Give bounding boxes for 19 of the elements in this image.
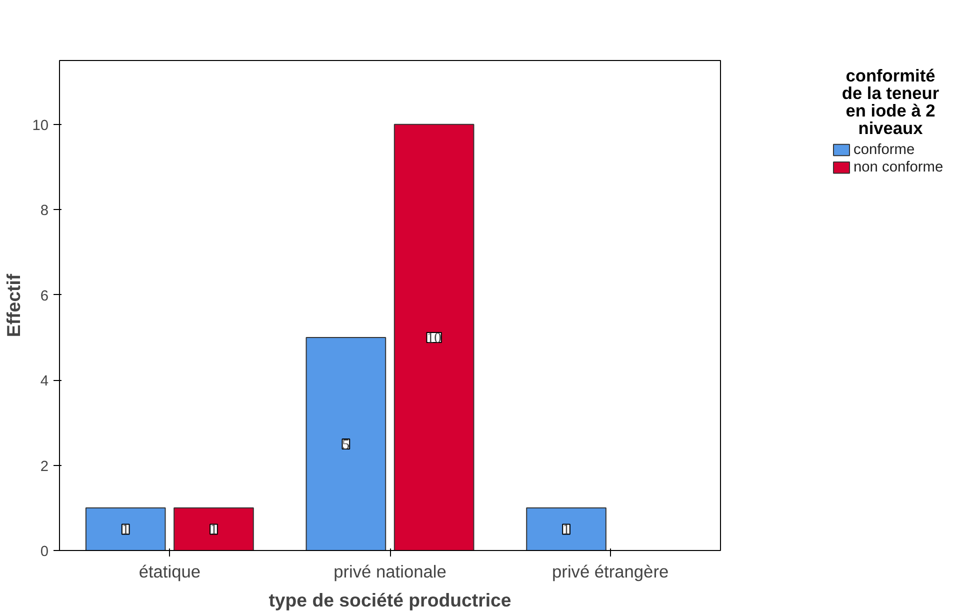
y-tick-label: 0 — [40, 544, 49, 560]
legend-title: conformité de la teneur en iode à 2 niveaux — [842, 65, 940, 138]
y-tick-label: 2 — [40, 458, 49, 475]
bar — [394, 124, 474, 550]
x-tick-label: privé nationale — [334, 562, 446, 582]
y-tick-label: 8 — [40, 203, 49, 220]
bar — [85, 507, 166, 550]
x-tick-label: étatique — [138, 562, 201, 582]
y-tick-label: 10 — [32, 118, 49, 134]
x-tick-label: privé étrangère — [552, 562, 669, 582]
legend-label: non conforme — [854, 160, 944, 176]
y-axis-title: Effectif — [3, 273, 24, 338]
bar — [526, 507, 606, 550]
x-axis-title: type de société productrice — [268, 590, 512, 610]
bar — [306, 336, 386, 550]
y-tick-label: 6 — [40, 288, 49, 304]
y-tick-label: 4 — [40, 374, 49, 390]
bar — [174, 507, 254, 550]
legend-label: conforme — [854, 142, 915, 158]
